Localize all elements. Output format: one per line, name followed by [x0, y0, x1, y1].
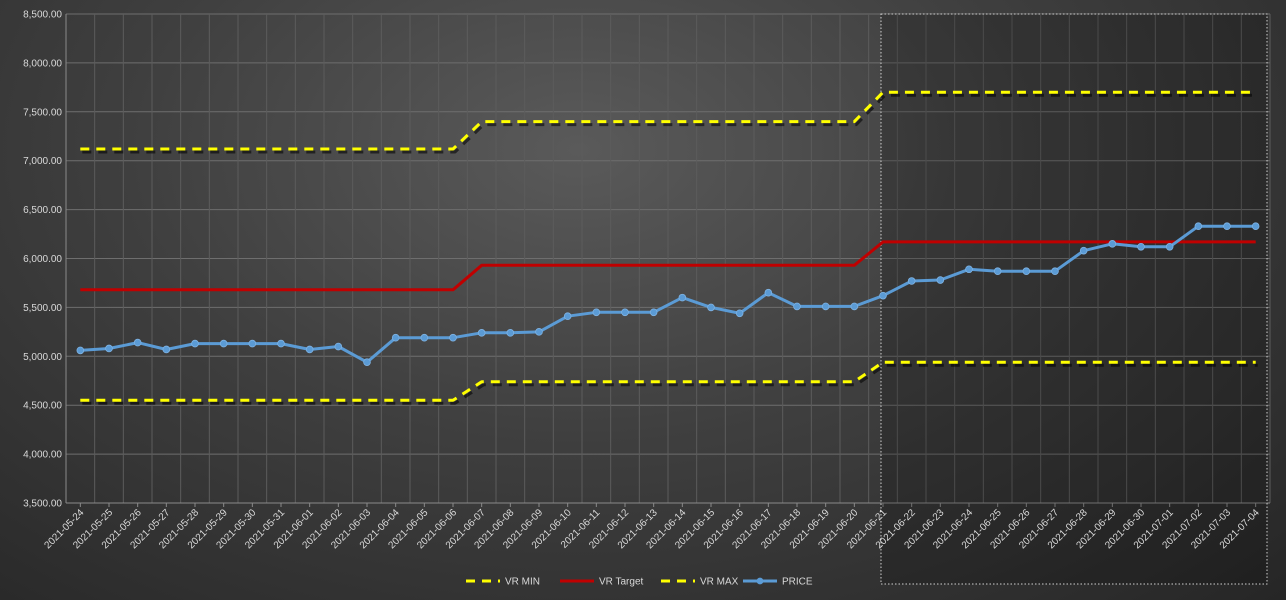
price-point [764, 288, 773, 297]
price-point [707, 303, 715, 312]
y-tick-label: 7,500.00 [23, 107, 62, 118]
y-tick-label: 6,500.00 [23, 205, 62, 216]
price-point [363, 358, 371, 366]
highlight-region-box [880, 13, 1268, 585]
series-line-vr-min [80, 360, 1256, 402]
y-tick-label: 3,500.00 [23, 499, 62, 510]
legend-item-price: PRICE [743, 577, 813, 588]
price-point [621, 308, 629, 317]
legend-marker [756, 577, 764, 585]
y-tick-label: 4,000.00 [23, 450, 62, 461]
price-point [248, 339, 257, 348]
price-point [735, 309, 744, 318]
y-tick-label: 7,000.00 [23, 156, 62, 167]
legend-item-vr-target: VR Target [560, 577, 644, 588]
y-tick-labels: 3,500.00 4,000.00 4,500.00 5,000.00 5,500.00… [23, 10, 62, 510]
price-point [563, 312, 572, 321]
price-point [850, 302, 859, 311]
price-point [162, 345, 171, 354]
price-point [133, 338, 142, 347]
series-shadow-vr-min [82, 363, 1258, 405]
price-point [305, 345, 314, 354]
price-point [907, 277, 916, 285]
price-point [993, 267, 1002, 276]
price-point [592, 308, 601, 317]
legend-label: VR MIN [505, 577, 540, 588]
series-layer [76, 90, 1260, 405]
y-tick-label: 8,500.00 [23, 10, 62, 21]
y-tick-label: 4,500.00 [23, 401, 62, 412]
y-tick-label: 8,000.00 [23, 58, 62, 69]
price-point [535, 328, 543, 336]
price-point [1108, 240, 1117, 248]
price-point [219, 339, 228, 348]
price-point [191, 339, 199, 348]
price-point [1137, 242, 1145, 251]
price-point [1079, 246, 1088, 255]
price-point [1251, 222, 1260, 231]
price-point [449, 333, 457, 342]
price-point [1165, 242, 1174, 251]
price-point [391, 333, 400, 342]
y-tick-label: 5,500.00 [23, 303, 62, 314]
price-point [1022, 267, 1031, 276]
series-line-vr-max [80, 90, 1256, 151]
legend-item-vr-max: VR MAX [661, 577, 739, 588]
price-point [1223, 222, 1231, 231]
y-tick-label: 5,000.00 [23, 352, 62, 363]
price-point [477, 329, 486, 337]
price-point [105, 344, 113, 353]
price-point [334, 342, 343, 351]
legend-label: VR Target [599, 577, 644, 588]
price-point [879, 291, 887, 300]
price-point [678, 293, 687, 302]
price-point [76, 346, 85, 355]
series-line-vr-target [80, 240, 1256, 292]
price-point [649, 308, 658, 317]
series-shadow-vr-max [82, 93, 1258, 154]
legend-item-vr-min: VR MIN [466, 577, 540, 588]
price-point [1051, 267, 1059, 276]
price-point [793, 302, 801, 311]
legend: VR MIN VR Target VR MAX PRICE [466, 577, 813, 588]
price-point [936, 276, 945, 284]
price-point [506, 329, 515, 337]
legend-label: VR MAX [700, 577, 739, 588]
legend-label: PRICE [782, 577, 813, 588]
price-point [420, 333, 429, 342]
price-point [821, 302, 830, 311]
y-tick-label: 6,000.00 [23, 254, 62, 265]
axes [65, 14, 1270, 507]
price-point [965, 265, 973, 274]
series-line-price [80, 224, 1256, 364]
price-point [277, 339, 285, 348]
price-point [1194, 222, 1203, 231]
highlight-region [880, 13, 1268, 585]
